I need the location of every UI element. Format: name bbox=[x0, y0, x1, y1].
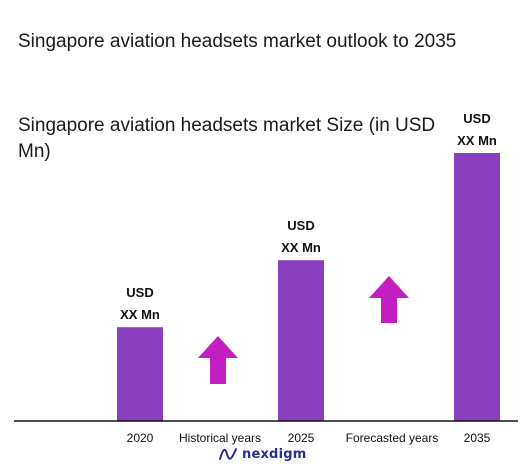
nexdigm-logo-icon bbox=[219, 448, 237, 460]
chart-title: Singapore aviation headsets market outlo… bbox=[18, 31, 457, 52]
period-label-historical: Historical years bbox=[179, 431, 261, 445]
nexdigm-logo: nexdigm bbox=[218, 443, 306, 465]
data-label-2035-line2: XX Mn bbox=[457, 133, 497, 148]
x-tick-2020: 2020 bbox=[127, 431, 154, 445]
bar-2035 bbox=[454, 153, 500, 421]
growth-arrow-historical-icon bbox=[198, 336, 238, 384]
data-label-2035-line1: USD bbox=[463, 111, 490, 126]
x-tick-2025: 2025 bbox=[288, 431, 315, 445]
x-tick-2035: 2035 bbox=[464, 431, 491, 445]
data-label-2025-line2: XX Mn bbox=[281, 240, 321, 255]
chart-subtitle: Singapore aviation headsets market Size … bbox=[18, 115, 436, 162]
period-label-forecasted: Forecasted years bbox=[346, 431, 439, 445]
data-label-2020-line2: XX Mn bbox=[120, 307, 160, 322]
bar-2020 bbox=[117, 327, 163, 421]
bar-2025 bbox=[278, 260, 324, 421]
nexdigm-logo-text: nexdigm bbox=[242, 446, 307, 462]
data-label-2025-line1: USD bbox=[287, 218, 314, 233]
growth-arrow-forecast-icon bbox=[369, 276, 409, 323]
data-label-2020-line1: USD bbox=[126, 285, 153, 300]
